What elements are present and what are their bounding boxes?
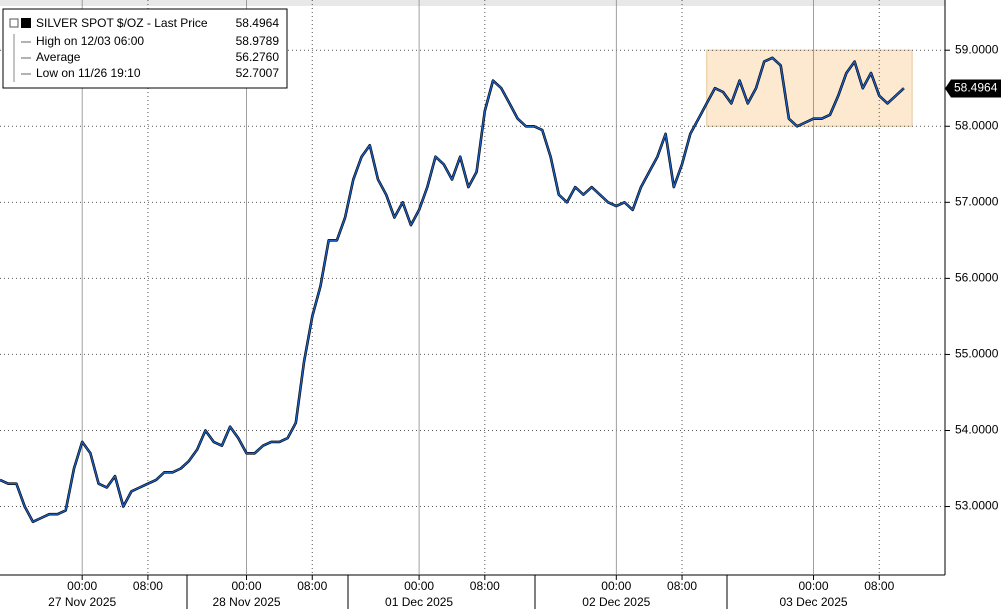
y-tick-label: 57.0000 [955,194,999,208]
x-tick-label: 08:00 [470,579,500,593]
x-date-label: 02 Dec 2025 [582,595,650,609]
y-tick-label: 53.0000 [955,499,999,513]
x-tick-label: 08:00 [297,579,327,593]
toolbar-strip [0,0,945,6]
x-tick-label: 00:00 [67,579,97,593]
x-date-label: 01 Dec 2025 [385,595,453,609]
last-price-tag [945,79,1001,98]
legend-collapse [9,18,19,28]
y-tick-label: 56.0000 [955,271,999,285]
x-date-label: 28 Nov 2025 [212,595,280,609]
x-date-label: 27 Nov 2025 [48,595,116,609]
x-tick-label: 00:00 [404,579,434,593]
legend-stat-value: 52.7007 [236,66,280,80]
x-tick-label: 00:00 [799,579,829,593]
legend-stat-value: 56.2760 [236,50,280,64]
legend-stat-label: Average [36,50,81,64]
x-tick-label: 08:00 [864,579,894,593]
x-tick-label: 08:00 [133,579,163,593]
session-separators [186,575,728,609]
legend-stat-value: 58.9789 [236,34,280,48]
legend-box [2,8,288,89]
price-line [0,57,905,523]
y-tick-label: 55.0000 [955,347,999,361]
legend-series-name: SILVER SPOT $/OZ - Last Price [36,16,208,30]
x-tick-label: 08:00 [667,579,697,593]
last-price-label: 58.4964 [954,81,998,95]
y-tick-label: 54.0000 [955,423,999,437]
legend-stat-label: High on 12/03 06:00 [36,34,144,48]
x-date-label: 03 Dec 2025 [779,595,847,609]
y-tick-label: 58.0000 [955,118,999,132]
legend: SILVER SPOT $/OZ - Last Price 58.4964 High… [2,8,288,89]
legend-swatch [21,18,31,28]
x-tick-label: 00:00 [601,579,631,593]
legend-stat-label: Low on 11/26 19:10 [36,66,141,80]
x-tick-label: 00:00 [232,579,262,593]
legend-value: 58.4964 [236,16,280,30]
y-tick-label: 59.0000 [955,42,999,56]
